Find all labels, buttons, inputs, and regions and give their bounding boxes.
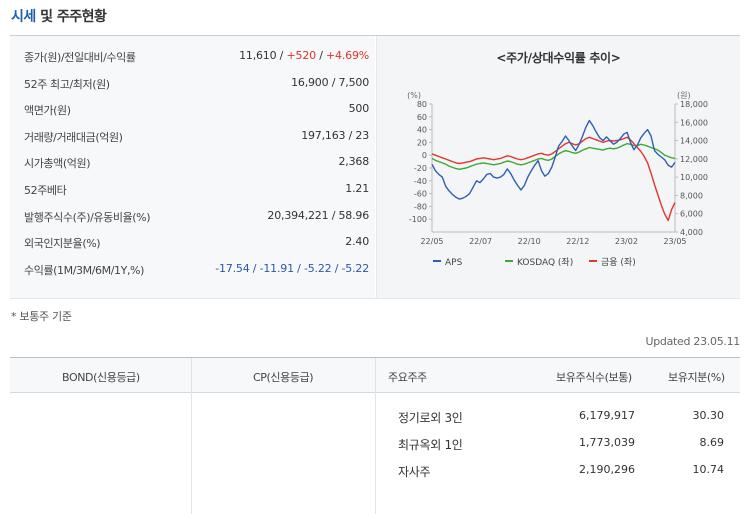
market-info-label: 52주 최고/최저(원) — [24, 77, 110, 91]
x-tick-label: 22/12 — [566, 237, 589, 246]
right-tick-label: 16,000 — [680, 118, 708, 127]
left-tick-label: -40 — [414, 177, 427, 186]
panel-divider — [10, 298, 740, 299]
market-info-row: 종가(원)/전일대비/수익률 11,610 / +520 / +4.69% — [10, 44, 375, 70]
header-major-holder: 주요주주 — [388, 371, 427, 384]
series-line-2 — [431, 136, 676, 222]
right-tick-label: 6,000 — [680, 210, 703, 219]
market-info-row: 시가총액(억원) 2,368 — [10, 150, 375, 176]
section-divider — [10, 35, 740, 36]
market-info-row: 수익률(1M/3M/6M/1Y,%) -17.54 / -11.91 / -5.2… — [10, 257, 375, 283]
header-cp: CP(신용등급) — [253, 371, 314, 384]
right-tick-label: 12,000 — [680, 155, 708, 164]
market-info-label: 52주베타 — [24, 184, 67, 197]
price-return-chart: (%) (원) 80 60 40 20 0 -20 -40 -60 -80 -100 18,000 16,… — [407, 91, 708, 268]
holder-name: 최규옥외 1인 — [398, 438, 463, 452]
right-tick-label: 18,000 — [680, 100, 708, 109]
market-info-value: 16,900 / 7,500 — [291, 75, 369, 89]
market-info-label: 종가(원)/전일대비/수익률 — [24, 51, 136, 64]
market-info-value: -17.54 / -11.91 / -5.22 / -5.22 — [215, 261, 369, 275]
right-tick-label: 10,000 — [680, 173, 708, 182]
market-info-value: 2,368 — [338, 155, 370, 169]
market-info-row: 거래량/거래대금(억원) 197,163 / 23 — [10, 124, 375, 150]
holder-stake: 30.30 — [692, 409, 725, 422]
left-tick-label: 80 — [417, 100, 427, 109]
market-info-value: 197,163 / 23 — [301, 128, 369, 142]
market-info-panel: 종가(원)/전일대비/수익률 11,610 / +520 / +4.69% 52주 … — [10, 36, 375, 298]
market-info-label: 수익률(1M/3M/6M/1Y,%) — [24, 263, 144, 277]
market-info-value: 20,394,221 / 58.96 — [267, 208, 369, 222]
market-info-label: 액면가(원) — [24, 104, 71, 118]
market-info-row: 액면가(원) 500 — [10, 97, 375, 123]
market-info-row: 52주베타 1.21 — [10, 177, 375, 203]
chart-title: <주가/상대수익률 추이> — [496, 51, 621, 65]
series-line-1 — [431, 142, 676, 171]
holder-row: 정기로외 3인 6,179,917 30.30 — [10, 403, 740, 429]
legend-label: APS — [445, 258, 463, 268]
footnote: * 보통주 기준 — [11, 310, 72, 323]
x-tick-label: 23/05 — [663, 237, 686, 246]
holder-name: 정기로외 3인 — [398, 411, 463, 425]
holder-shares: 6,179,917 — [579, 409, 635, 422]
market-info-row: 발행주식수(주)/유동비율(%) 20,394,221 / 58.96 — [10, 204, 375, 230]
price-chart-panel: <주가/상대수익률 추이> (%) (원) 80 60 40 20 0 -20 -40 -60 -8… — [376, 36, 740, 298]
left-tick-label: 20 — [417, 138, 427, 147]
holder-stake: 10.74 — [692, 463, 725, 476]
left-tick-label: -100 — [409, 215, 427, 224]
x-tick-label: 22/05 — [420, 237, 443, 246]
market-info-value: 500 — [348, 102, 370, 116]
column-divider-bond — [191, 358, 192, 514]
x-tick-label: 22/10 — [518, 237, 541, 246]
holder-name: 자사주 — [398, 465, 431, 479]
header-shares: 보유주식수(보통) — [556, 371, 632, 384]
market-info-label: 시가총액(억원) — [24, 157, 91, 171]
x-tick-label: 23/02 — [615, 237, 638, 246]
section-title-accent: 시세 — [11, 9, 36, 25]
section-title-rest: 및 주주현황 — [35, 9, 107, 25]
legend-label: 금융 (좌) — [601, 257, 636, 268]
market-info-value: 11,610 / +520 / +4.69% — [239, 49, 369, 62]
market-info-label: 발행주식수(주)/유동비율(%) — [24, 210, 151, 224]
right-tick-label: 4,000 — [680, 228, 703, 237]
left-tick-label: -20 — [414, 164, 427, 173]
holder-row: 자사주 2,190,296 10.74 — [10, 457, 740, 483]
header-stake: 보유지분(%) — [668, 371, 725, 384]
left-tick-label: 60 — [417, 113, 427, 122]
column-divider-cp — [375, 358, 376, 514]
market-info-row: 52주 최고/최저(원) 16,900 / 7,500 — [10, 71, 375, 97]
market-info-row: 외국인지분율(%) 2.40 — [10, 230, 375, 256]
updated-date: Updated 23.05.11 — [645, 335, 740, 348]
legend-label: KOSDAQ (좌) — [517, 257, 573, 268]
table-top-border — [10, 357, 740, 358]
series-line-0 — [431, 119, 676, 200]
right-tick-label: 14,000 — [680, 137, 708, 146]
left-tick-label: 40 — [417, 126, 427, 135]
market-info-label: 외국인지분율(%) — [24, 237, 101, 251]
header-bond: BOND(신용등급) — [62, 371, 140, 384]
left-tick-label: -80 — [414, 202, 427, 211]
right-tick-label: 8,000 — [680, 191, 703, 200]
market-info-value: 2.40 — [345, 235, 369, 249]
market-info-value: 1.21 — [345, 182, 369, 195]
holder-stake: 8.69 — [699, 436, 725, 449]
holder-shares: 2,190,296 — [579, 463, 635, 476]
x-tick-label: 22/07 — [469, 237, 492, 246]
holder-row: 최규옥외 1인 1,773,039 8.69 — [10, 430, 740, 456]
left-tick-label: -60 — [414, 190, 427, 199]
left-tick-label: 0 — [422, 151, 427, 160]
left-axis-unit: (%) — [407, 91, 421, 100]
right-axis-unit: (원) — [677, 91, 691, 100]
holder-shares: 1,773,039 — [579, 436, 635, 449]
market-info-label: 거래량/거래대금(억원) — [24, 130, 123, 144]
section-title: 시세 및 주주현황 — [11, 6, 107, 26]
